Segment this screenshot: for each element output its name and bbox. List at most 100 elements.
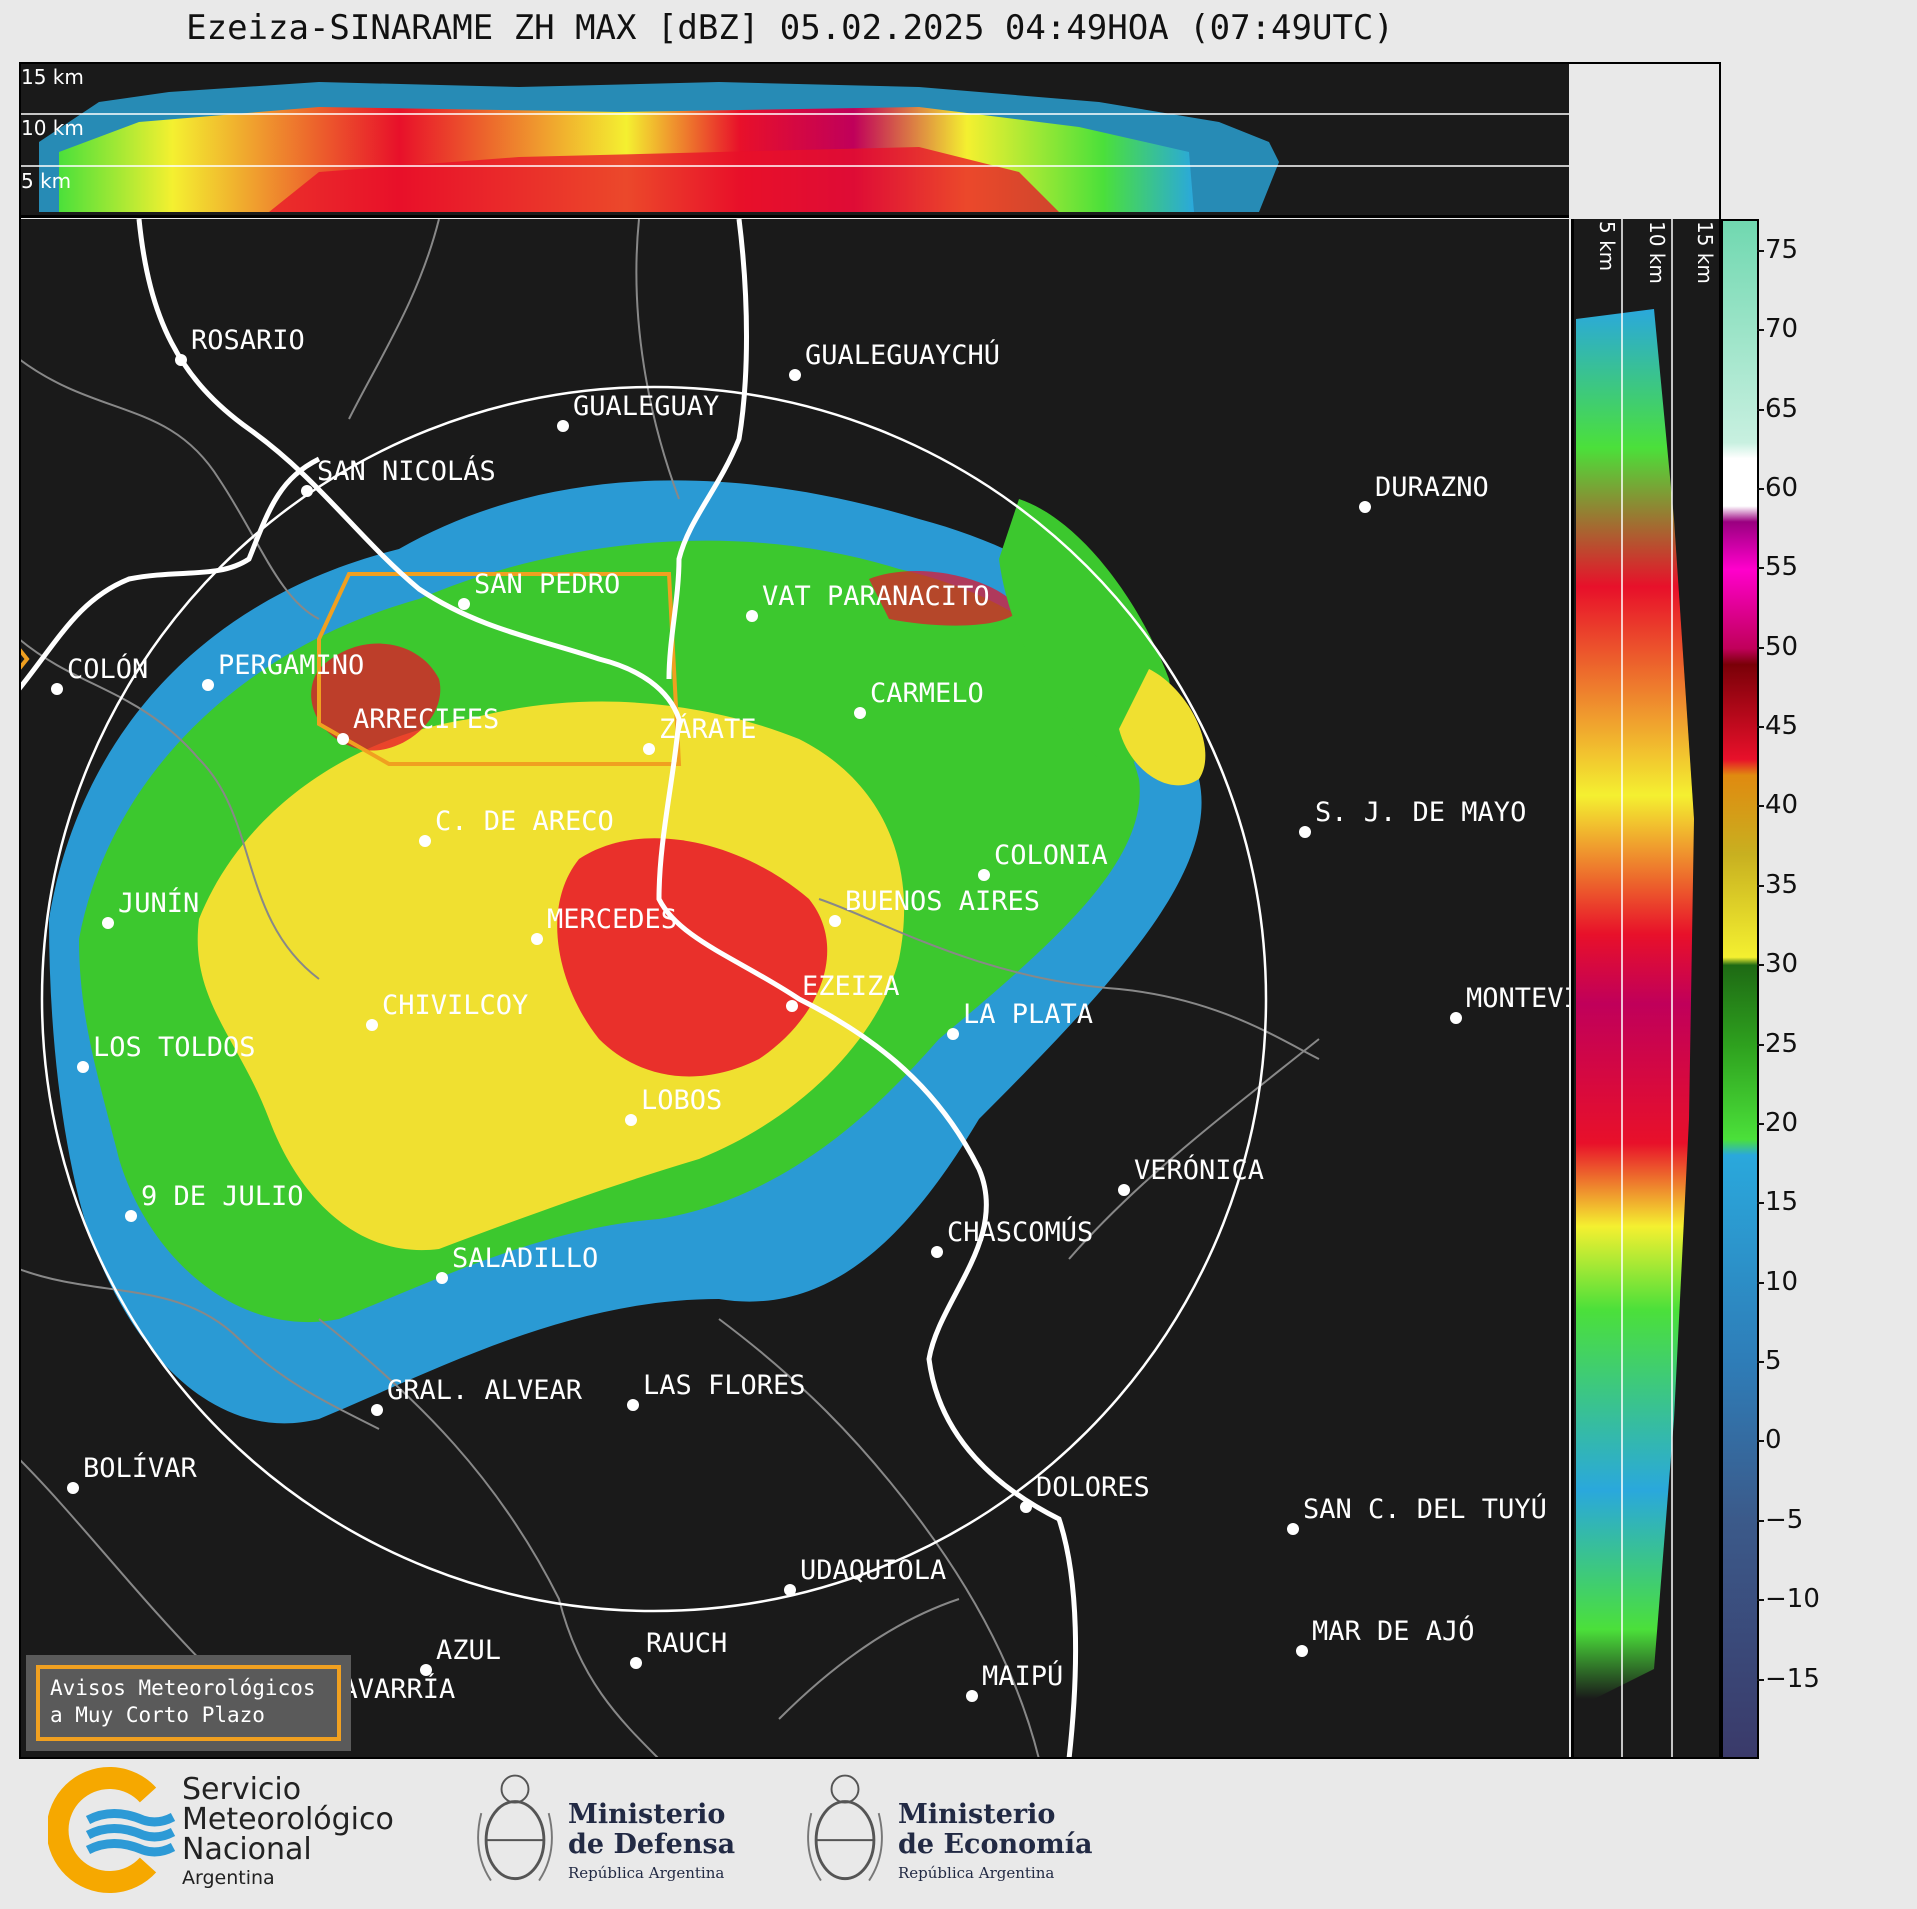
svg-text:S. J. DE MAYO: S. J. DE MAYO [1315, 797, 1526, 828]
colorbar-tick-label: 50 [1756, 631, 1799, 662]
city-marker: AZUL [420, 1635, 501, 1676]
city-marker: GUALEGUAYCHÚ [789, 339, 1000, 381]
colorbar-tick-label: −10 [1757, 1584, 1820, 1615]
city-marker: DURAZNO [1359, 472, 1489, 513]
economia-logo-text: Ministerio de Economía República Argenti… [898, 1799, 1093, 1883]
colorbar-tick-label: 75 [1756, 234, 1799, 265]
top-alt-label: 15 km [21, 65, 84, 89]
colorbar-tick-label: 55 [1756, 552, 1799, 583]
svg-text:ROSARIO: ROSARIO [191, 325, 305, 356]
colorbar-tick-label: 10 [1756, 1266, 1799, 1297]
svg-text:VAT PARANACITO: VAT PARANACITO [762, 581, 990, 612]
city-marker: BUENOS AIRES [829, 886, 1040, 927]
city-marker: MAIPÚ [966, 1660, 1063, 1702]
svg-text:CHASCOMÚS: CHASCOMÚS [947, 1216, 1093, 1248]
svg-text:GUALEGUAY: GUALEGUAY [573, 391, 719, 422]
svg-text:ZÁRATE: ZÁRATE [659, 713, 757, 745]
city-marker: JUNÍN [102, 887, 199, 929]
smn-logo-icon [48, 1767, 176, 1893]
alert-line: a Muy Corto Plazo [50, 1703, 265, 1727]
side-alt-label: 10 km [1645, 221, 1669, 284]
economia-line: de Economía [898, 1829, 1093, 1860]
defensa-line: República Argentina [568, 1864, 725, 1882]
city-marker: MAR DE AJÓ [1296, 1615, 1475, 1657]
side-alt-label: 15 km [1693, 221, 1717, 284]
top-echo-strong [269, 147, 1059, 212]
colorbar-tick-label: 35 [1756, 869, 1799, 900]
echo-heavy-area [557, 838, 828, 1077]
colorbar-tick-label: 70 [1756, 314, 1799, 345]
colorbar-tick-label: 25 [1756, 1028, 1799, 1059]
city-marker: DOLORES [1020, 1472, 1150, 1513]
colorbar-tick-label: 20 [1756, 1107, 1799, 1138]
svg-text:SALADILLO: SALADILLO [452, 1243, 598, 1274]
colorbar-tick-label: 0 [1757, 1425, 1782, 1456]
svg-text:BUENOS AIRES: BUENOS AIRES [845, 886, 1040, 917]
colorbar-tick-label: 30 [1756, 949, 1799, 980]
svg-text:DOLORES: DOLORES [1036, 1472, 1150, 1503]
city-marker: C. DE ARECO [419, 806, 614, 847]
colorbar-tick-label: 15 [1756, 1187, 1799, 1218]
svg-text:AZUL: AZUL [436, 1635, 501, 1666]
city-marker: VERÓNICA [1118, 1154, 1264, 1196]
svg-text:LA PLATA: LA PLATA [963, 999, 1093, 1030]
city-layer: ROSARIO GUALEGUAYCHÚ GUALEGUAY SAN NICOL… [51, 325, 1569, 1715]
warning-area-edge-marker [19, 647, 30, 671]
svg-text:LAS FLORES: LAS FLORES [643, 1370, 806, 1401]
svg-text:MERCEDES: MERCEDES [547, 904, 677, 935]
svg-text:CHIVILCOY: CHIVILCOY [382, 990, 528, 1021]
svg-text:COLONIA: COLONIA [994, 840, 1108, 871]
city-marker: PERGAMINO [202, 650, 364, 691]
smn-line: Nacional [182, 1832, 312, 1867]
coat-of-arms-icon [477, 1774, 553, 1882]
svg-text:PERGAMINO: PERGAMINO [218, 650, 364, 681]
economia-line: Ministerio [898, 1799, 1056, 1830]
smn-line: Meteorológico [182, 1802, 394, 1837]
city-marker: CARMELO [854, 678, 984, 719]
svg-text:C. DE ARECO: C. DE ARECO [435, 806, 614, 837]
city-marker: GRAL. ALVEAR [371, 1375, 583, 1416]
top-cross-section-svg: 15 km 10 km 5 km [19, 65, 1569, 212]
colorbar-tick-label: 65 [1756, 393, 1799, 424]
city-marker: ARRECIFES [337, 704, 499, 745]
coat-of-arms-icon [807, 1774, 883, 1882]
svg-text:MONTEVI: MONTEVI [1466, 983, 1569, 1014]
svg-text:MAR DE AJÓ: MAR DE AJÓ [1312, 1615, 1475, 1647]
svg-text:CARMELO: CARMELO [870, 678, 984, 709]
side-cross-section-panel: 5 km 10 km 15 km [1571, 219, 1724, 1759]
city-marker: MONTEVI [1450, 983, 1569, 1024]
alert-line: Avisos Meteorológicos [50, 1676, 316, 1700]
city-marker: COLÓN [51, 653, 148, 695]
colorbar-tick-label: 45 [1756, 711, 1799, 742]
range-ring [40, 385, 1268, 1613]
city-marker: COLONIA [978, 840, 1108, 881]
side-cross-section-svg: 5 km 10 km 15 km [1576, 219, 1717, 1759]
economia-line: República Argentina [898, 1864, 1055, 1882]
coastlines [19, 219, 1079, 1759]
city-marker: SAN C. DEL TUYÚ [1287, 1493, 1547, 1535]
city-marker: LOBOS [625, 1085, 722, 1126]
city-marker: EZEIZA [786, 971, 900, 1012]
top-alt-label: 10 km [21, 116, 84, 140]
colorbar-tick-label: 40 [1756, 790, 1799, 821]
colorbar-tick-label: 5 [1757, 1346, 1782, 1377]
warning-area-outline [317, 572, 682, 766]
smn-logo-text: Servicio Meteorológico Nacional Argentin… [182, 1775, 394, 1890]
echo-east-cell [999, 499, 1171, 765]
city-marker: CHIVILCOY [366, 990, 528, 1031]
svg-text:UDAQUIOLA: UDAQUIOLA [800, 1555, 946, 1586]
city-marker: LA PLATA [947, 999, 1093, 1040]
city-marker: LAS FLORES [627, 1370, 806, 1411]
svg-text:ARRECIFES: ARRECIFES [353, 704, 499, 735]
svg-text:COLÓN: COLÓN [67, 653, 148, 685]
city-marker: UDAQUIOLA [784, 1555, 946, 1596]
svg-text:SAN PEDRO: SAN PEDRO [474, 569, 620, 600]
defensa-line: Ministerio [568, 1799, 726, 1830]
dbz-colorbar [1721, 219, 1759, 1759]
echo-strong-area [197, 701, 905, 1251]
top-cross-section-panel: 15 km 10 km 5 km [19, 62, 1569, 218]
alert-box-inner: Avisos Meteorológicos a Muy Corto Plazo [36, 1665, 341, 1741]
chart-title: Ezeiza-SINARAME ZH MAX [dBZ] 05.02.2025 … [186, 8, 1394, 48]
svg-text:DURAZNO: DURAZNO [1375, 472, 1489, 503]
city-marker: LOS TOLDOS [77, 1032, 256, 1073]
